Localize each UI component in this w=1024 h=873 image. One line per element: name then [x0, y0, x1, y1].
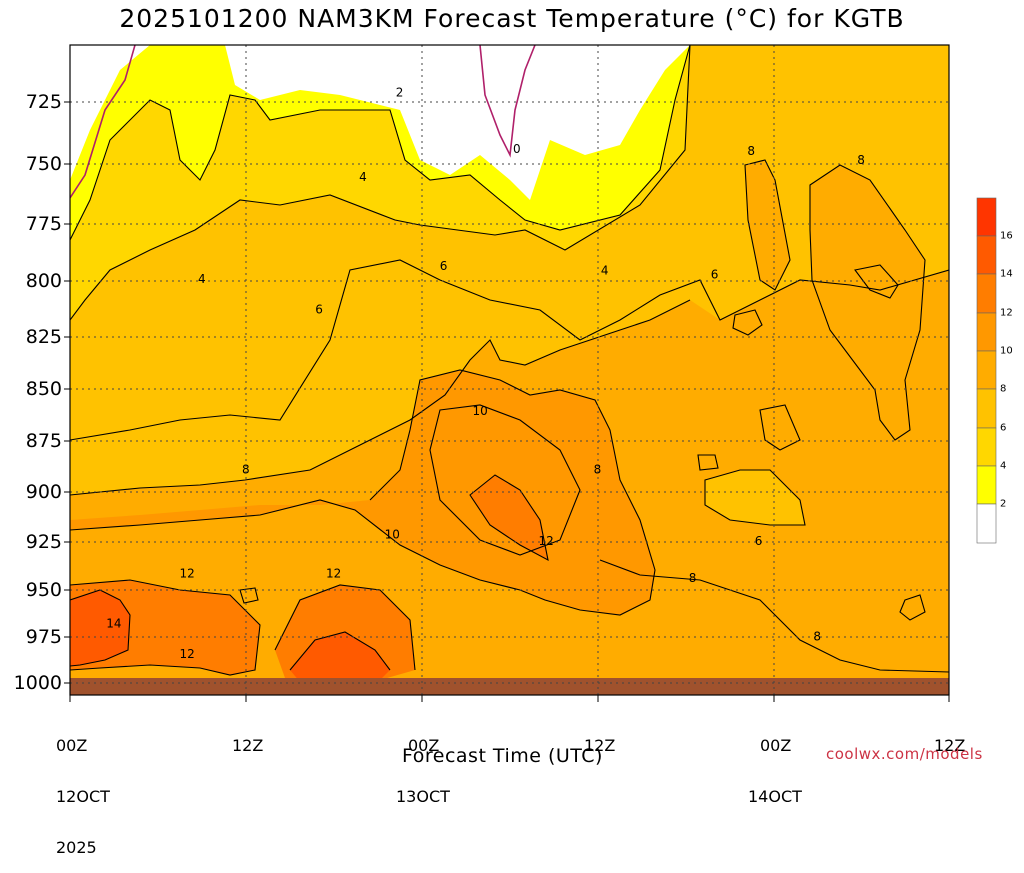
- contour-label: 6: [711, 268, 719, 282]
- contour-label: 4: [198, 272, 206, 286]
- x-tick-year: 2025: [56, 838, 97, 857]
- x-tick-date: 14OCT: [748, 787, 802, 806]
- colorbar-swatch-2: [976, 465, 997, 505]
- colorbar-label: 12: [1000, 307, 1013, 319]
- temperature-contours: [70, 45, 949, 676]
- colorbar-label: 10: [1000, 345, 1013, 357]
- x-tick-label: 00Z: [56, 736, 88, 755]
- field-10-12-core: [430, 405, 580, 555]
- y-axis-ticks: [64, 101, 70, 684]
- contour-label: 8: [813, 630, 821, 644]
- colorbar-label: 8: [1000, 383, 1007, 395]
- x-tick-label: 00Z: [408, 736, 440, 755]
- y-tick-label: 750: [25, 153, 62, 175]
- colorbar: [976, 197, 997, 544]
- grid-lines: [70, 45, 949, 695]
- temperature-field: [70, 45, 949, 695]
- contour-label: 10: [473, 404, 488, 418]
- colorbar-swatch-0: [976, 503, 997, 544]
- colorbar-label: 2: [1000, 498, 1007, 510]
- x-tick-group: 00Z 14OCT: [748, 703, 802, 822]
- x-axis-title: Forecast Time (UTC): [402, 745, 603, 767]
- y-tick-label: 950: [25, 579, 62, 601]
- colorbar-swatch-10: [976, 312, 997, 352]
- contour-label: 12: [538, 534, 553, 548]
- chart-title: 2025101200 NAM3KM Forecast Temperature (…: [119, 4, 905, 33]
- source-credit: coolwx.com/models: [826, 745, 983, 763]
- colorbar-label: 16: [1000, 230, 1013, 242]
- colorbar-swatch-8: [976, 350, 997, 390]
- y-tick-label: 725: [25, 91, 62, 113]
- field-below-2: [70, 45, 690, 200]
- contour-label: 8: [594, 463, 602, 477]
- colorbar-label: 4: [1000, 460, 1007, 472]
- y-tick-label: 975: [25, 626, 62, 648]
- y-tick-label: 800: [25, 270, 62, 292]
- colorbar-swatch-16: [976, 197, 997, 237]
- x-axis-ticks: [69, 695, 950, 702]
- contour-label: 8: [242, 463, 250, 477]
- colorbar-swatch-6: [976, 388, 997, 429]
- contour-label: 4: [359, 170, 367, 184]
- colorbar-label: 6: [1000, 422, 1007, 434]
- x-tick-group: 00Z 12OCT 2025: [56, 703, 110, 873]
- freezing-line-west: [70, 45, 136, 199]
- contour-labels: 0 2 4 4 4 6 6 6 6 8 8 8 8 8 8 10 10 12 12 12 12 14: [106, 86, 865, 661]
- y-tick-label: 900: [25, 481, 62, 503]
- y-tick-label: 775: [25, 213, 62, 235]
- contour-label: 4: [601, 263, 609, 277]
- x-tick-label: 12Z: [934, 736, 966, 755]
- field-14-16: [70, 590, 130, 666]
- contour-label: 2: [396, 86, 404, 100]
- contour-label: 6: [755, 534, 763, 548]
- y-tick-label: 825: [25, 326, 62, 348]
- temperature-cross-section: 0 2 4 4 4 6 6 6 6 8 8 8 8 8 8 10 10 12 12 12 12 14: [64, 44, 997, 702]
- ground-below-surface: [70, 678, 949, 695]
- field-6-8-pocket: [705, 470, 805, 525]
- contour-label: 8: [857, 153, 865, 167]
- plot-frame: [69, 44, 950, 696]
- x-tick-group: 12Z: [934, 703, 965, 771]
- x-tick-date: 12OCT: [56, 787, 110, 806]
- y-tick-label: 850: [25, 378, 62, 400]
- contour-label: 14: [106, 617, 121, 631]
- contour-label: 6: [315, 302, 323, 316]
- contour-label: 0: [513, 142, 521, 156]
- contour-label: 12: [326, 567, 341, 581]
- contour-label: 12: [180, 647, 195, 661]
- field-8-10-north-a: [745, 160, 790, 290]
- colorbar-swatch-14: [976, 235, 997, 275]
- x-tick-label: 12Z: [232, 736, 264, 755]
- x-tick-group: 12Z: [584, 703, 615, 771]
- x-tick-date: 13OCT: [396, 787, 450, 806]
- contour-label: 6: [440, 259, 448, 273]
- x-tick-group: 12Z: [232, 703, 263, 771]
- x-tick-label: 00Z: [760, 736, 792, 755]
- field-12-14-core: [470, 475, 548, 560]
- field-8-10-north-b: [810, 165, 925, 440]
- freezing-line-east: [479, 45, 536, 158]
- y-tick-label: 925: [25, 531, 62, 553]
- x-tick-label: 12Z: [584, 736, 616, 755]
- colorbar-label: 14: [1000, 268, 1013, 280]
- contour-label: 12: [180, 567, 195, 581]
- y-tick-label: 1000: [13, 672, 62, 694]
- contour-label: 8: [689, 571, 697, 585]
- colorbar-swatch-4: [976, 427, 997, 467]
- y-tick-label: 875: [25, 430, 62, 452]
- contour-label: 10: [385, 528, 400, 542]
- contour-label: 8: [747, 144, 755, 158]
- colorbar-swatch-12: [976, 273, 997, 314]
